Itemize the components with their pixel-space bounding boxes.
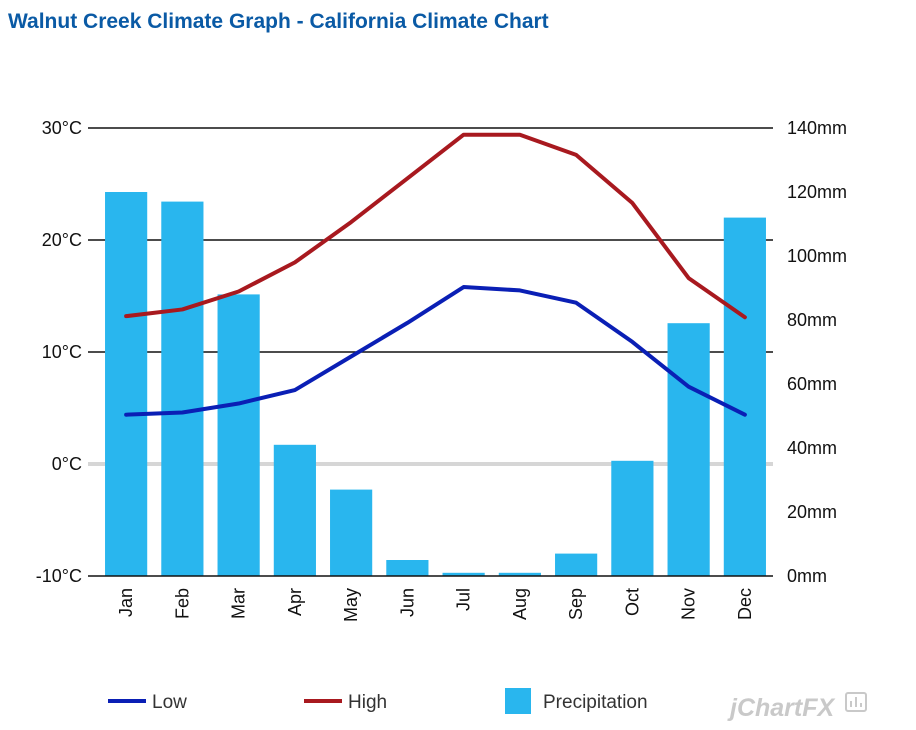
precipitation-bar — [161, 201, 204, 576]
x-axis-tick-label: Jun — [397, 588, 417, 617]
x-axis-tick-label: Jul — [454, 588, 474, 611]
left-axis-tick-label: 0°C — [52, 454, 82, 474]
legend-precipitation-swatch — [505, 688, 531, 714]
x-axis-tick-label: Dec — [735, 588, 755, 620]
left-axis-tick-label: 20°C — [42, 230, 82, 250]
x-axis-tick-label: Jan — [116, 588, 136, 617]
precipitation-bars — [105, 192, 766, 576]
high-temperature-line — [124, 132, 747, 320]
low-temperature-line — [124, 285, 747, 417]
temperature-lines — [124, 132, 747, 417]
jchartfx-logo: jChartFX — [727, 692, 867, 722]
left-axis-tick-label: 10°C — [42, 342, 82, 362]
x-axis-tick-label: Aug — [510, 588, 530, 620]
precipitation-bar — [386, 560, 429, 576]
x-axis-tick-label: Oct — [622, 588, 642, 616]
x-axis-tick-label: Nov — [679, 588, 699, 620]
left-axis-tick-label: -10°C — [36, 566, 82, 586]
precipitation-bar — [330, 489, 373, 576]
right-axis-tick-label: 60mm — [787, 374, 837, 394]
right-axis-tick-label: 120mm — [787, 182, 847, 202]
right-axis-tick-label: 140mm — [787, 118, 847, 138]
precipitation-bar — [105, 192, 148, 576]
right-axis-tick-label: 80mm — [787, 310, 837, 330]
brand-text: jChartFX — [727, 694, 836, 722]
legend-low-label: Low — [152, 692, 187, 713]
x-axis-tick-label: Apr — [285, 588, 305, 616]
precipitation-bar — [555, 553, 598, 576]
legend: Low High Precipitation — [108, 688, 648, 714]
right-axis-tick-label: 100mm — [787, 246, 847, 266]
right-axis-tick-label: 20mm — [787, 502, 837, 522]
precipitation-bar — [498, 572, 541, 576]
precipitation-bar — [442, 572, 485, 576]
right-axis-tick-label: 0mm — [787, 566, 827, 586]
x-axis-tick-label: Mar — [229, 588, 249, 619]
brand-icon — [845, 692, 867, 712]
x-axis-tick-label: May — [341, 588, 361, 622]
precipitation-bar — [723, 217, 766, 576]
precipitation-bar — [273, 444, 316, 576]
x-axis-tick-label: Feb — [172, 588, 192, 619]
x-axis-tick-label: Sep — [566, 588, 586, 620]
legend-precipitation-label: Precipitation — [543, 692, 648, 713]
precipitation-bar — [667, 323, 710, 576]
precipitation-bar — [217, 294, 260, 576]
axes: -10°C 0°C 10°C 20°C 30°C 0mm 20mm 40mm 60mm 80mm 1… — [36, 118, 847, 622]
page-title: Walnut Creek Climate Graph - California … — [8, 10, 549, 33]
right-axis-tick-label: 40mm — [787, 438, 837, 458]
left-axis-tick-label: 30°C — [42, 118, 82, 138]
legend-high-label: High — [348, 692, 387, 713]
precipitation-bar — [611, 460, 654, 576]
